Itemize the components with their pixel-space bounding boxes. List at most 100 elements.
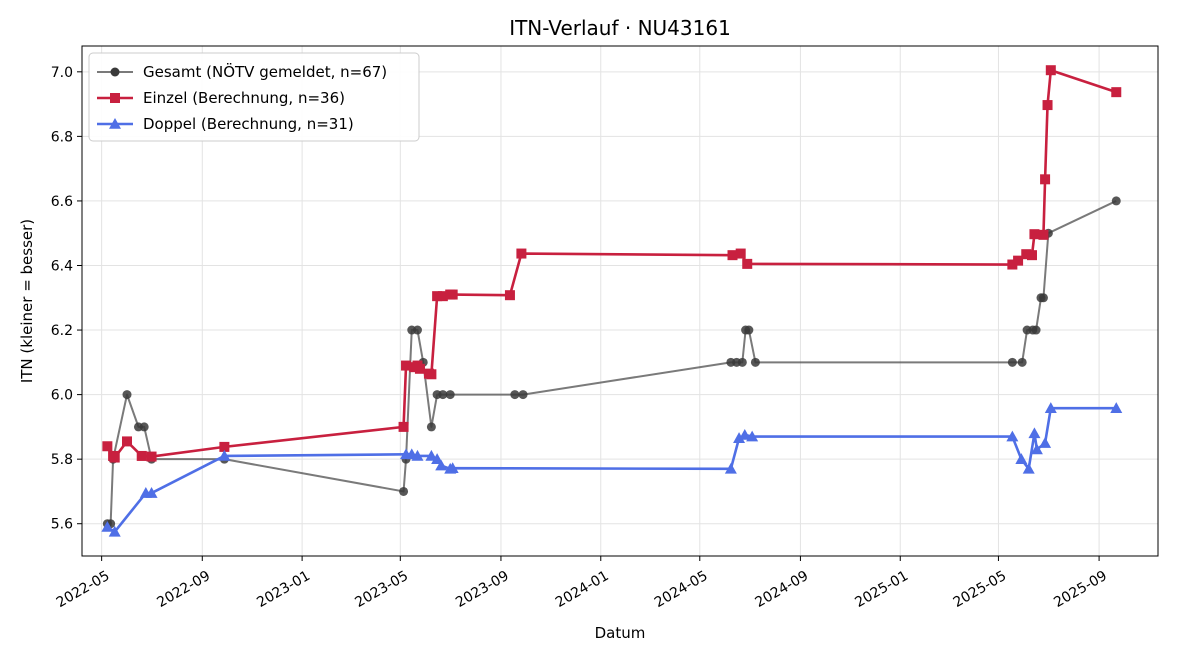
data-point: [101, 520, 114, 532]
data-point: [1026, 250, 1037, 261]
data-point: [1028, 427, 1041, 439]
y-axis: 5.6 5.8 6.0 6.2 6.4 6.6 6.8 7.0: [51, 65, 82, 533]
data-point: [1021, 249, 1032, 260]
data-point: [1038, 293, 1048, 303]
data-point: [1039, 437, 1052, 448]
data-point: [399, 486, 409, 496]
data-point: [438, 390, 448, 400]
chart-title: ITN-Verlauf · NU43161: [509, 16, 731, 40]
x-tick-label: 2023-09: [453, 568, 512, 611]
data-point: [1044, 402, 1057, 413]
y-tick-label: 5.8: [51, 452, 73, 468]
series-3: [101, 402, 1123, 537]
data-point: [411, 449, 424, 461]
data-point: [432, 291, 443, 302]
data-point: [1007, 357, 1017, 367]
data-point: [431, 453, 444, 464]
data-point: [733, 432, 746, 443]
legend-box: [88, 52, 420, 142]
x-tick-label: 2025-01: [852, 568, 911, 611]
y-tick-label: 6.6: [51, 194, 73, 210]
data-point: [445, 390, 455, 400]
data-point: [109, 452, 120, 463]
x-tick-label: 2022-09: [154, 568, 213, 611]
x-tick-label: 2022-05: [54, 568, 113, 611]
data-point: [446, 462, 459, 474]
y-axis-label: ITN (kleiner = besser): [18, 219, 36, 383]
data-point: [1006, 430, 1019, 442]
series-layer: [101, 65, 1123, 537]
data-point: [426, 369, 437, 380]
y-tick-label: 6.2: [51, 323, 73, 339]
legend-item-1: Gesamt (NÖTV gemeldet, n=67): [97, 62, 387, 81]
data-point: [414, 363, 425, 374]
data-point: [1017, 357, 1027, 367]
data-point: [1038, 229, 1049, 240]
data-point: [1110, 402, 1123, 413]
y-tick-label: 6.0: [51, 388, 73, 404]
data-point: [742, 258, 753, 269]
data-point: [102, 441, 113, 452]
x-tick-label: 2024-09: [753, 568, 812, 611]
data-point: [136, 450, 147, 461]
data-point: [146, 451, 157, 462]
data-point: [447, 289, 458, 300]
data-point: [412, 325, 422, 335]
data-point: [504, 290, 515, 301]
data-point: [746, 430, 759, 442]
data-point: [219, 441, 230, 452]
data-point: [425, 449, 438, 461]
data-point: [724, 462, 737, 474]
data-point: [426, 422, 436, 432]
data-point: [1045, 65, 1056, 76]
data-point: [727, 250, 738, 261]
data-point: [1042, 100, 1053, 111]
data-point: [1013, 255, 1024, 266]
grid-lines: [82, 46, 1158, 556]
data-point: [737, 357, 747, 367]
data-point: [1031, 325, 1041, 335]
x-tick-label: 2023-01: [254, 568, 313, 611]
legend-label: Doppel (Berechnung, n=31): [143, 115, 354, 133]
x-tick-label: 2025-09: [1051, 568, 1110, 611]
data-point: [1111, 196, 1121, 206]
legend-item-3: Doppel (Berechnung, n=31): [97, 115, 354, 133]
data-point: [750, 357, 760, 367]
y-tick-label: 6.4: [51, 258, 73, 274]
data-point: [108, 525, 121, 537]
data-point: [139, 422, 149, 432]
x-tick-label: 2023-05: [352, 568, 411, 611]
series-line: [107, 200, 1117, 525]
data-point: [1022, 462, 1035, 474]
data-point: [398, 421, 409, 432]
x-axis-label: Datum: [595, 624, 646, 642]
data-point: [1007, 259, 1018, 270]
data-point: [510, 390, 520, 400]
data-point: [437, 291, 448, 302]
data-point: [744, 325, 754, 335]
y-tick-label: 5.6: [51, 517, 73, 533]
legend-marker: [110, 93, 120, 103]
data-point: [1111, 87, 1122, 98]
data-point: [518, 390, 528, 400]
x-tick-label: 2025-05: [951, 568, 1010, 611]
y-tick-label: 6.8: [51, 129, 73, 145]
x-axis: 2022-05 2022-09 2023-01 2023-05 2023-09 2024-…: [54, 556, 1110, 611]
plot-frame: [81, 45, 1159, 557]
data-point: [435, 459, 448, 471]
data-point: [145, 487, 158, 498]
data-point: [738, 428, 751, 440]
legend-label: Einzel (Berechnung, n=36): [143, 89, 345, 107]
legend-marker: [109, 118, 121, 129]
data-point: [735, 248, 746, 259]
series-line: [106, 406, 1117, 534]
series-1: [102, 196, 1121, 529]
series-2: [102, 65, 1122, 463]
data-point: [218, 449, 231, 461]
data-point: [1040, 174, 1051, 185]
legend-marker: [110, 67, 120, 77]
data-point: [1015, 453, 1028, 464]
legend-item-2: Einzel (Berechnung, n=36): [97, 89, 345, 107]
x-tick-label: 2024-01: [553, 568, 612, 611]
